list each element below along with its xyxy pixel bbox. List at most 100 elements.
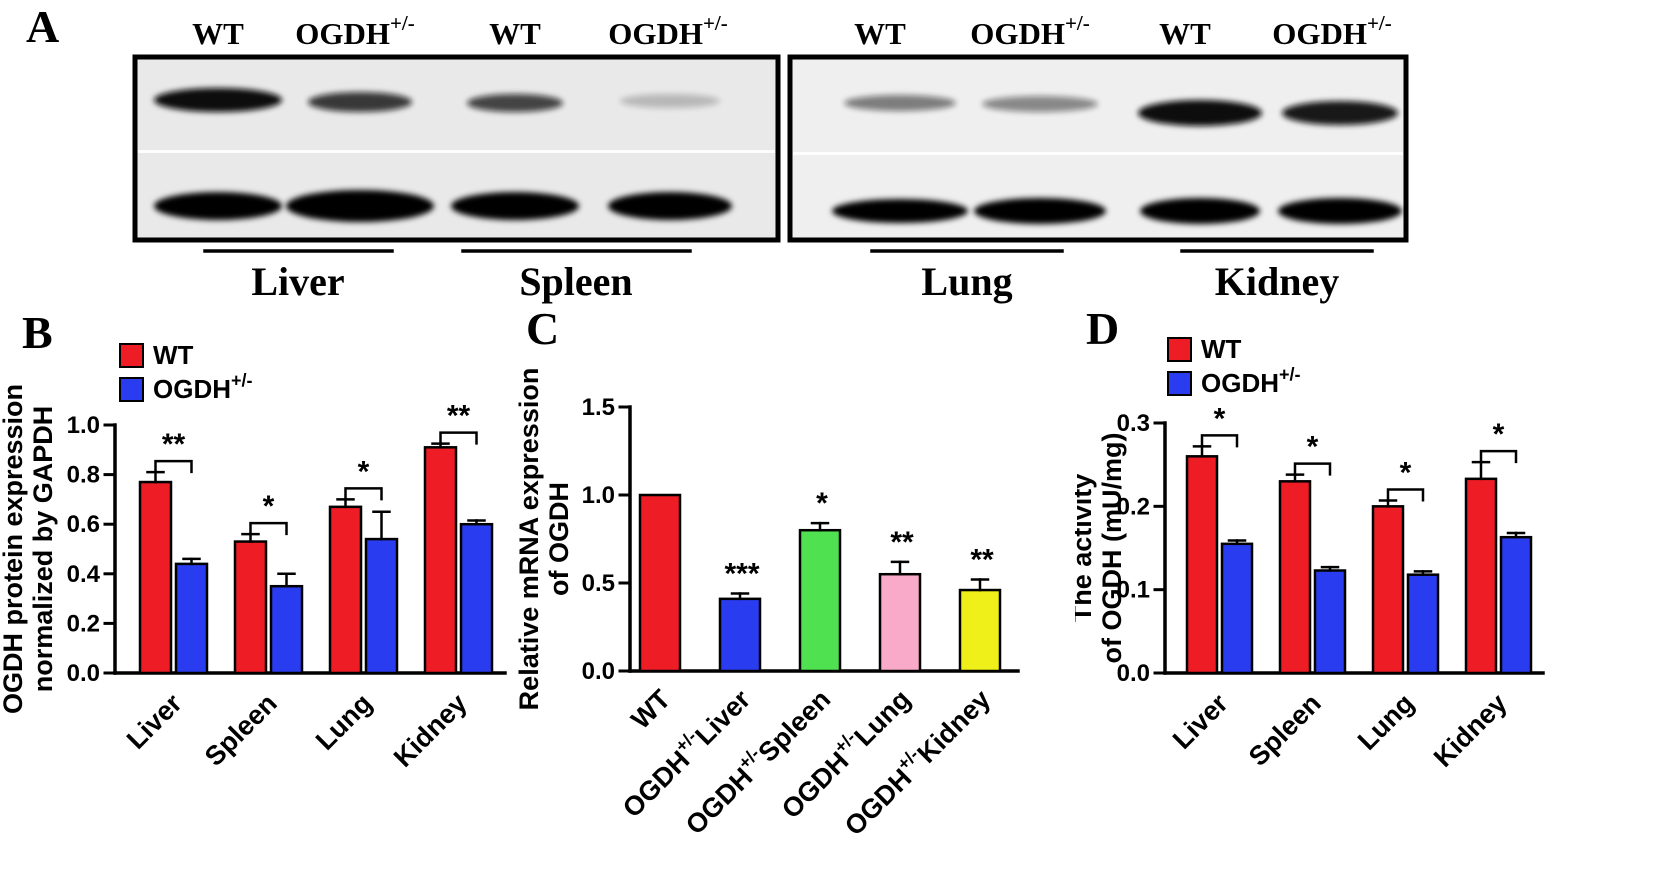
bar-chart-protein-expression: 0.0 0.2 0.4 0.6 0.8 1.0 OGDH protein expressio… [0,340,507,773]
significance-bracket [154,459,193,474]
y-tick-label: 0.5 [582,570,615,597]
significance-bracket [439,431,478,445]
bar [1499,535,1533,675]
bar [423,446,458,675]
category-label: Liver [121,688,188,755]
bar [638,493,682,673]
panel-label-c: C [526,303,560,354]
category-label: WT [625,684,676,735]
bar [364,537,399,675]
bar [1278,480,1312,675]
legend-swatch [119,343,144,368]
y-tick-label: 0.0 [67,660,100,687]
panel-label-b: B [22,307,53,358]
y-tick-label: 0.0 [582,658,615,685]
legend-label: OGDH+/- [1201,364,1301,398]
bar [1313,569,1347,675]
y-tick-label: 0.6 [67,511,100,538]
bar [1220,542,1254,675]
y-axis-label: OGDH protein expression [0,384,28,714]
legend-swatch [119,377,144,402]
protein-band-top [1138,100,1262,126]
protein-band-bottom [1140,198,1260,224]
lane-label: OGDH+/- [1272,11,1392,51]
blot-splice-line [793,152,1403,155]
bar [233,540,268,675]
protein-band-bottom [286,190,434,222]
significance-bracket [1479,449,1518,464]
significance-bracket [249,521,288,536]
significance-stars: * [816,487,828,520]
y-tick-label: 0.3 [1117,410,1150,437]
significance-stars: * [358,455,370,488]
protein-band-top [308,92,412,112]
protein-band-top [1282,101,1398,125]
y-tick-label: 0.8 [67,462,100,489]
significance-stars: * [1214,402,1226,435]
protein-band-top [620,94,720,108]
legend-label: WT [1201,334,1242,364]
bar [798,528,842,673]
lane-label: WT [854,16,906,51]
protein-band-bottom [832,199,968,223]
y-axis-label: of OGDH [544,482,574,596]
bar [328,505,363,675]
significance-stars: * [263,490,275,523]
significance-stars: ** [890,526,914,559]
y-tick-label: 1.0 [582,482,615,509]
protein-band-bottom [608,192,732,220]
bar [958,588,1002,673]
y-tick-label: 0.4 [67,561,101,588]
tissue-label: Liver [251,259,344,304]
bar [138,480,173,675]
significance-stars: * [1400,457,1412,490]
significance-bracket [1386,488,1425,502]
y-tick-label: 1.5 [582,394,615,421]
bar [1406,573,1440,675]
lane-label: WT [489,16,541,51]
lane-label: WT [192,16,244,51]
bar [269,584,304,675]
significance-stars: ** [970,543,994,576]
y-tick-label: 0.2 [67,610,100,637]
significance-bracket [1200,434,1239,448]
y-axis-label: Relative mRNA expression [518,368,544,711]
protein-band-top [982,96,1098,112]
bar [878,572,922,673]
significance-stars: *** [724,558,759,591]
blot-splice-line [138,150,775,153]
significance-bracket [344,487,383,501]
bar [459,522,494,675]
protein-band-bottom [974,198,1106,224]
panel-label-a: A [26,1,60,52]
significance-stars: ** [447,400,471,433]
significance-stars: * [1493,418,1505,451]
significance-bracket [1293,462,1332,476]
bar-chart-ogdh-activity: 0.0 0.1 0.2 0.3 The activity of OGDH (mU/mg) L… [1075,334,1545,773]
lane-label: WT [1159,16,1211,51]
tissue-label: Spleen [519,259,632,304]
y-axis-label: of OGDH (mU/mg) [1097,433,1127,664]
tissue-label: Lung [921,259,1012,304]
protein-band-bottom [451,192,579,220]
protein-band-bottom [154,192,282,220]
protein-band-top [154,88,282,112]
category-label: Spleen [199,688,283,772]
legend-label: OGDH+/- [153,370,253,404]
significance-stars: ** [162,428,186,461]
y-tick-label: 1.0 [67,412,100,439]
bar [1185,455,1219,675]
bar [1371,505,1405,675]
bar [174,562,209,675]
tissue-label: Kidney [1215,259,1339,304]
protein-band-top [467,94,563,112]
category-label: Kidney [388,688,473,773]
category-label: Lung [310,688,378,756]
y-axis-label: The activity [1075,474,1097,623]
y-axis-label: normalized by GAPDH [28,406,58,693]
legend-label: WT [153,340,194,370]
category-label: Spleen [1243,688,1327,772]
lane-label: OGDH+/- [295,11,415,51]
